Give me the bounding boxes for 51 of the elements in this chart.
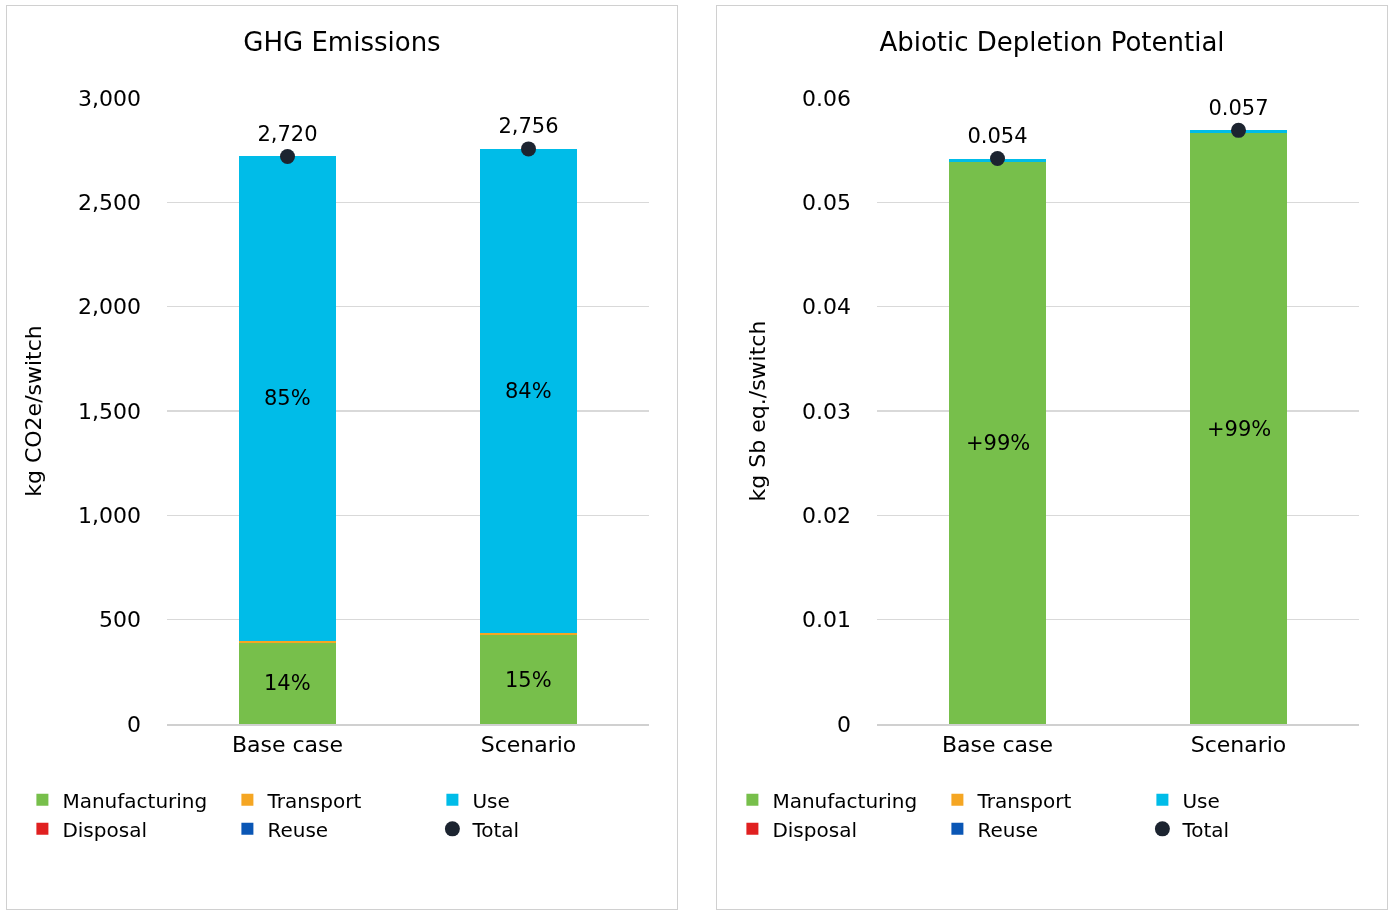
annotation: +99%: [1207, 417, 1272, 441]
legend-label: Disposal: [62, 817, 147, 842]
y-tick-label: 1,000: [78, 503, 141, 529]
y-tick-label: 2,000: [78, 294, 141, 320]
y-axis-title: kg Sb eq./switch: [744, 320, 770, 502]
data-label: 2,756: [498, 114, 559, 139]
y-tick-label: 0.01: [802, 607, 851, 633]
legend-label: Reuse: [977, 817, 1039, 842]
annotation: 85%: [264, 386, 311, 410]
y-tick-label: 0.06: [802, 85, 851, 111]
y-tick-label: 3,000: [78, 85, 141, 111]
annotation: 14%: [264, 671, 311, 695]
bar: [1190, 133, 1287, 724]
annotation: 15%: [505, 668, 552, 692]
legend-label: Total: [471, 817, 520, 842]
y-tick-label: 0.04: [802, 294, 851, 320]
legend-label: Disposal: [772, 817, 857, 842]
data-label: 0.054: [967, 123, 1028, 148]
y-axis-title: kg CO2e/switch: [20, 325, 46, 497]
legend-label: Use: [472, 788, 510, 813]
bar: [239, 156, 336, 641]
legend-label: Transport: [266, 788, 362, 813]
bar: [239, 642, 336, 724]
y-tick-label: 0.02: [802, 503, 851, 529]
y-tick-label: 2,500: [78, 190, 141, 216]
y-tick-label: 0: [127, 711, 141, 737]
legend-label: Use: [1182, 788, 1220, 813]
y-tick-label: 0: [837, 711, 851, 737]
chart-title: GHG Emissions: [243, 27, 441, 58]
chart-title: Abiotic Depletion Potential: [879, 27, 1225, 58]
x-tick-label: Base case: [231, 732, 344, 758]
legend-label: Manufacturing: [62, 788, 208, 813]
annotation: 84%: [505, 379, 552, 403]
legend-label: Reuse: [267, 817, 329, 842]
y-tick-label: 500: [99, 607, 141, 633]
y-tick-label: 0.05: [802, 190, 851, 216]
legend-label: Manufacturing: [772, 788, 918, 813]
bar: [480, 635, 577, 724]
bar: [239, 640, 336, 643]
bar: [949, 161, 1046, 724]
annotation: +99%: [966, 431, 1031, 455]
x-tick-label: Scenario: [480, 732, 577, 758]
legend-label: Transport: [976, 788, 1072, 813]
legend-label: Total: [1181, 817, 1230, 842]
y-tick-label: 0.03: [802, 398, 851, 424]
x-tick-label: Base case: [941, 732, 1054, 758]
x-tick-label: Scenario: [1190, 732, 1287, 758]
bar: [480, 148, 577, 633]
data-label: 0.057: [1208, 95, 1269, 120]
y-tick-label: 1,500: [78, 398, 141, 424]
data-label: 2,720: [257, 121, 318, 146]
